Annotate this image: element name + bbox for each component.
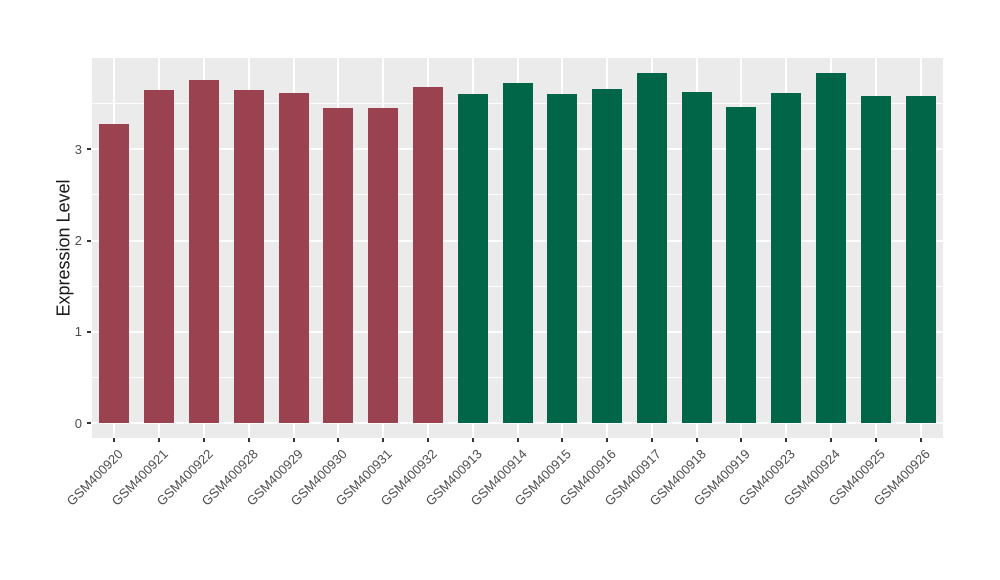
bar-GSM400917 xyxy=(636,73,667,424)
bar-GSM400925 xyxy=(860,96,891,424)
bar-GSM400920 xyxy=(99,123,130,424)
x-tick-mark xyxy=(606,438,609,442)
x-tick-mark xyxy=(471,438,474,442)
bar-GSM400914 xyxy=(502,83,533,424)
bar-GSM400931 xyxy=(368,107,399,424)
bar-GSM400926 xyxy=(905,96,936,424)
x-tick-mark xyxy=(113,438,116,442)
bar-GSM400930 xyxy=(323,107,354,424)
plot-panel xyxy=(92,58,943,438)
bar-GSM400932 xyxy=(412,86,443,424)
x-tick-mark xyxy=(695,438,698,442)
bar-GSM400929 xyxy=(278,93,309,424)
x-tick-mark xyxy=(785,438,788,442)
x-tick-mark xyxy=(337,438,340,442)
bar-GSM400921 xyxy=(144,89,175,424)
bar-GSM400923 xyxy=(771,93,802,424)
y-axis-title: Expression Level xyxy=(53,179,74,317)
x-tick-mark xyxy=(382,438,385,442)
bar-GSM400924 xyxy=(816,73,847,424)
bar-GSM400928 xyxy=(233,89,264,424)
x-tick-mark xyxy=(740,438,743,442)
y-tick-label: 1 xyxy=(74,324,82,340)
y-tick-mark xyxy=(87,422,91,425)
x-tick-mark xyxy=(516,438,519,442)
bar-GSM400918 xyxy=(681,91,712,424)
bar-GSM400915 xyxy=(547,94,578,424)
x-tick-mark xyxy=(830,438,833,442)
bar-GSM400922 xyxy=(188,79,219,424)
bar-GSM400919 xyxy=(726,107,757,424)
x-tick-mark xyxy=(874,438,877,442)
bar-GSM400913 xyxy=(457,94,488,424)
x-tick-mark xyxy=(247,438,250,442)
x-tick-mark xyxy=(561,438,564,442)
y-tick-label: 2 xyxy=(74,233,82,248)
bar-GSM400916 xyxy=(592,88,623,424)
y-tick-mark xyxy=(87,148,91,151)
x-tick-mark xyxy=(919,438,922,442)
x-tick-mark xyxy=(202,438,205,442)
y-tick-label: 3 xyxy=(74,141,82,157)
y-tick-label: 0 xyxy=(74,415,82,431)
x-tick-mark xyxy=(158,438,161,442)
y-tick-mark xyxy=(87,239,91,242)
major-gridline xyxy=(92,422,943,425)
y-tick-mark xyxy=(87,330,91,333)
x-tick-mark xyxy=(650,438,653,442)
x-tick-mark xyxy=(426,438,429,442)
x-tick-mark xyxy=(292,438,295,442)
